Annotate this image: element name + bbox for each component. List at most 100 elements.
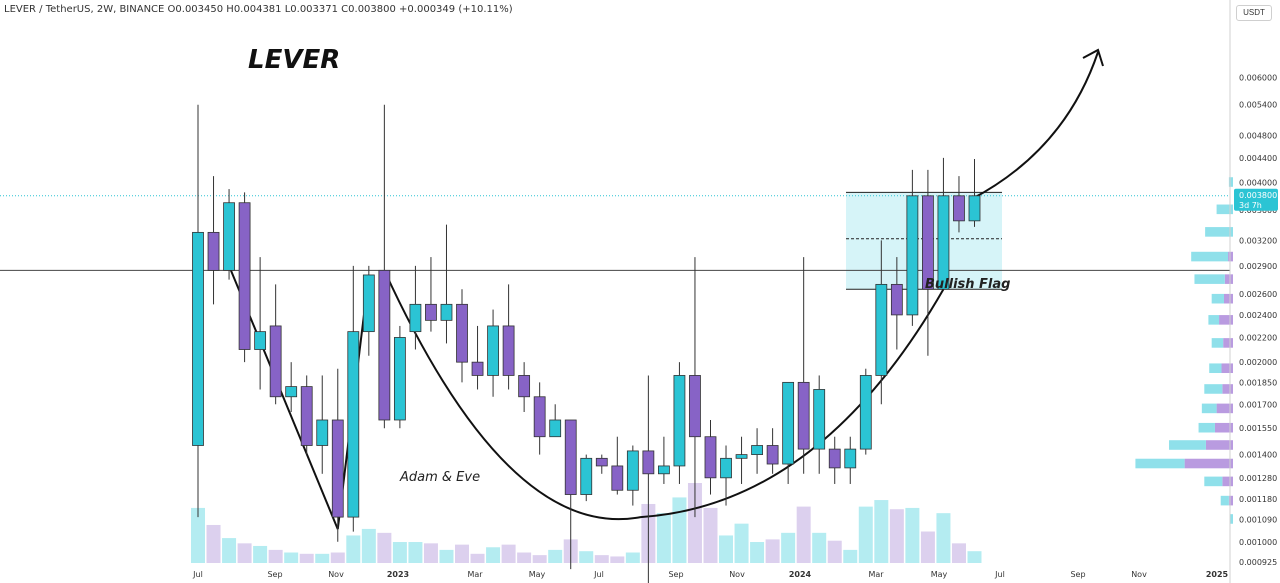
- candle[interactable]: [735, 454, 748, 459]
- adam-eve-label: Adam & Eve: [399, 470, 480, 485]
- volume-profile-bar-up: [1228, 177, 1233, 187]
- candle[interactable]: [207, 231, 220, 271]
- x-tick-label: Sep: [668, 570, 683, 579]
- volume-bar: [392, 542, 407, 563]
- candle[interactable]: [813, 389, 826, 450]
- candle[interactable]: [347, 331, 360, 518]
- x-tick-label: Jul: [994, 570, 1005, 579]
- volume-bar: [734, 523, 749, 563]
- candle[interactable]: [968, 195, 981, 222]
- bullish-flag-label: Bullish Flag: [925, 277, 1010, 292]
- candle[interactable]: [502, 325, 515, 376]
- arrow-head-icon: [1082, 48, 1104, 67]
- volume-bar: [253, 545, 268, 563]
- volume-profile-bar-up: [1205, 227, 1233, 237]
- volume-profile-bar-up: [1135, 458, 1185, 469]
- volume-bar: [656, 513, 671, 563]
- candle[interactable]: [595, 457, 608, 467]
- candle[interactable]: [673, 375, 686, 467]
- volume-bar: [858, 506, 873, 563]
- candle[interactable]: [192, 231, 204, 446]
- current-price-label: 0.003800: [1239, 191, 1277, 200]
- x-tick-label: May: [529, 570, 546, 579]
- candle[interactable]: [254, 331, 267, 350]
- candle[interactable]: [828, 448, 841, 469]
- candle[interactable]: [580, 457, 593, 495]
- candle[interactable]: [844, 448, 857, 469]
- y-tick-label: 0.002400: [1239, 311, 1277, 320]
- candle[interactable]: [471, 361, 484, 376]
- candle[interactable]: [704, 436, 717, 479]
- candle[interactable]: [549, 419, 562, 438]
- candle[interactable]: [393, 337, 406, 421]
- candle[interactable]: [425, 303, 437, 321]
- volume-bar: [750, 542, 765, 563]
- volume-bar: [703, 507, 718, 563]
- candle[interactable]: [285, 386, 298, 398]
- volume-bar: [672, 497, 687, 563]
- volume-bar: [812, 532, 827, 563]
- eve-curve: [383, 269, 945, 521]
- projection-arrow: [970, 51, 1099, 201]
- volume-profile-bar-down: [1223, 293, 1233, 304]
- candle[interactable]: [751, 445, 763, 455]
- candle[interactable]: [797, 381, 810, 450]
- y-tick-label: 0.001180: [1239, 495, 1277, 504]
- candle[interactable]: [658, 465, 670, 475]
- current-price-tag: [1234, 188, 1278, 211]
- volume-profile-bar-down: [1223, 338, 1233, 348]
- candle[interactable]: [766, 445, 779, 465]
- candle[interactable]: [440, 303, 453, 321]
- candle[interactable]: [362, 274, 375, 333]
- currency-button[interactable]: USDT: [1236, 5, 1272, 21]
- y-tick-label: 0.001280: [1239, 474, 1277, 483]
- candle[interactable]: [937, 195, 950, 290]
- volume-bar: [687, 483, 702, 563]
- candle[interactable]: [611, 465, 624, 491]
- candle[interactable]: [689, 375, 701, 438]
- volume-profile-bar-down: [1222, 384, 1233, 394]
- x-tick-label: 2025: [1206, 570, 1229, 579]
- candle[interactable]: [316, 419, 329, 446]
- candle[interactable]: [890, 283, 903, 316]
- candle[interactable]: [564, 419, 577, 495]
- y-tick-label: 0.005400: [1239, 101, 1277, 110]
- volume-bar: [625, 552, 640, 563]
- candle[interactable]: [269, 325, 282, 398]
- candle[interactable]: [456, 303, 468, 363]
- candle[interactable]: [223, 202, 235, 271]
- candle[interactable]: [238, 202, 251, 350]
- candle[interactable]: [782, 381, 795, 465]
- candle[interactable]: [331, 419, 344, 518]
- candle[interactable]: [378, 269, 391, 421]
- candle[interactable]: [922, 195, 934, 290]
- volume-bar: [967, 551, 982, 563]
- y-tick-label: 0.001400: [1239, 451, 1277, 460]
- y-tick-label: 0.002900: [1239, 262, 1277, 271]
- candle[interactable]: [487, 325, 499, 376]
- candle[interactable]: [300, 386, 313, 446]
- candle[interactable]: [859, 375, 872, 450]
- x-tick-label: Mar: [868, 570, 884, 579]
- candle[interactable]: [626, 450, 639, 491]
- candle[interactable]: [533, 396, 546, 438]
- candle[interactable]: [642, 450, 655, 475]
- volume-bar: [423, 543, 438, 563]
- volume-bar: [719, 535, 734, 563]
- y-tick-label: 0.001000: [1239, 538, 1277, 547]
- volume-bar: [237, 543, 252, 563]
- volume-bar: [268, 549, 283, 563]
- volume-bar: [486, 547, 501, 563]
- volume-bar: [765, 539, 780, 563]
- volume-bar: [517, 552, 532, 563]
- volume-profile-bar-up: [1191, 251, 1229, 262]
- candle[interactable]: [518, 375, 531, 398]
- candle[interactable]: [720, 457, 732, 479]
- volume-bar: [222, 538, 237, 563]
- candle[interactable]: [409, 303, 422, 333]
- candle[interactable]: [953, 195, 965, 222]
- y-tick-label: 0.004400: [1239, 154, 1277, 163]
- candle[interactable]: [906, 195, 919, 316]
- candle[interactable]: [875, 283, 888, 376]
